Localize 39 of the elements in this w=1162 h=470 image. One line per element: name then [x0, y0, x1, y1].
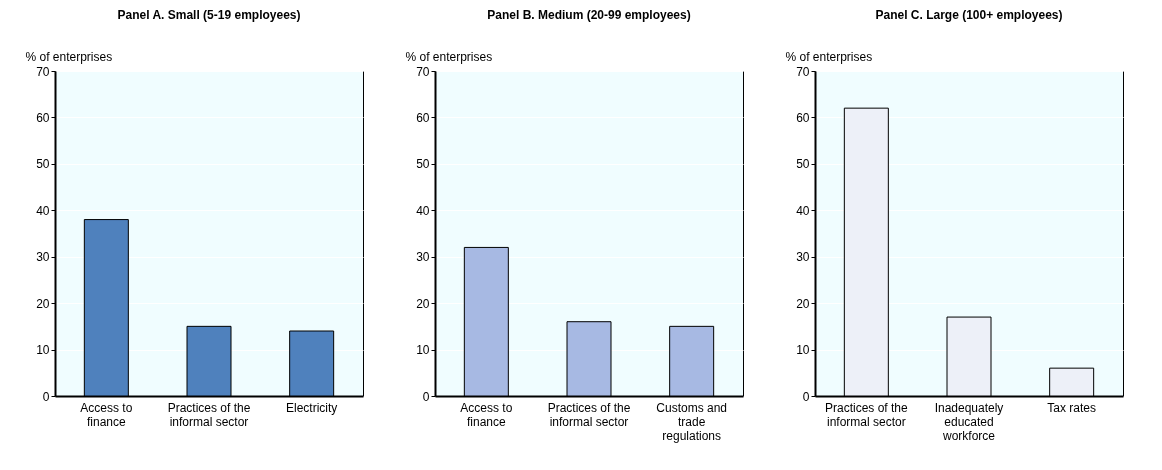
- y-tick-label: 30: [416, 250, 430, 265]
- y-tick-label: 60: [416, 110, 430, 125]
- x-tick-label: Access to finance: [460, 400, 513, 429]
- y-tick-label: 20: [36, 296, 50, 311]
- y-tick-label: 50: [36, 157, 50, 172]
- x-tick-label: Practices of the informal sector: [167, 400, 251, 429]
- y-axis-title: % of enterprises: [25, 49, 113, 64]
- y-tick-label: 50: [416, 157, 430, 172]
- y-tick-label: 50: [796, 157, 810, 172]
- y-tick-label: 70: [36, 64, 50, 79]
- y-tick-label: 0: [42, 389, 50, 404]
- x-tick-label: Inadequately educated workforce: [934, 400, 1004, 443]
- y-tick-label: 40: [36, 203, 50, 218]
- y-tick-label: 20: [416, 296, 430, 311]
- y-tick-label: 10: [796, 343, 810, 358]
- y-tick-label: 70: [416, 64, 430, 79]
- y-tick-label: 10: [36, 343, 50, 358]
- y-axis-title: % of enterprises: [405, 49, 493, 64]
- y-tick-label: 0: [802, 389, 810, 404]
- y-tick-label: 70: [796, 64, 810, 79]
- x-tick-label: Access to finance: [80, 400, 133, 429]
- y-tick-label: 60: [36, 110, 50, 125]
- y-tick-label: 40: [796, 203, 810, 218]
- y-tick-label: 0: [422, 389, 430, 404]
- x-tick-label: Tax rates: [1047, 400, 1097, 415]
- y-tick-label: 60: [796, 110, 810, 125]
- y-axis-title: % of enterprises: [785, 49, 873, 64]
- y-tick-label: 30: [36, 250, 50, 265]
- x-tick-label: Practices of the informal sector: [547, 400, 631, 429]
- y-tick-label: 10: [416, 343, 430, 358]
- x-tick-label: Electricity: [285, 400, 338, 415]
- y-tick-label: 40: [416, 203, 430, 218]
- x-tick-label: Customs and trade regulations: [656, 400, 728, 443]
- chart-title: Panel C. Large (100+ employees): [875, 8, 1063, 22]
- chart-title: Panel B. Medium (20-99 employees): [487, 8, 691, 22]
- chart-title: Panel A. Small (5-19 employees): [117, 8, 301, 22]
- y-tick-label: 20: [796, 296, 810, 311]
- y-tick-label: 30: [796, 250, 810, 265]
- x-tick-label: Practices of the informal sector: [824, 400, 909, 429]
